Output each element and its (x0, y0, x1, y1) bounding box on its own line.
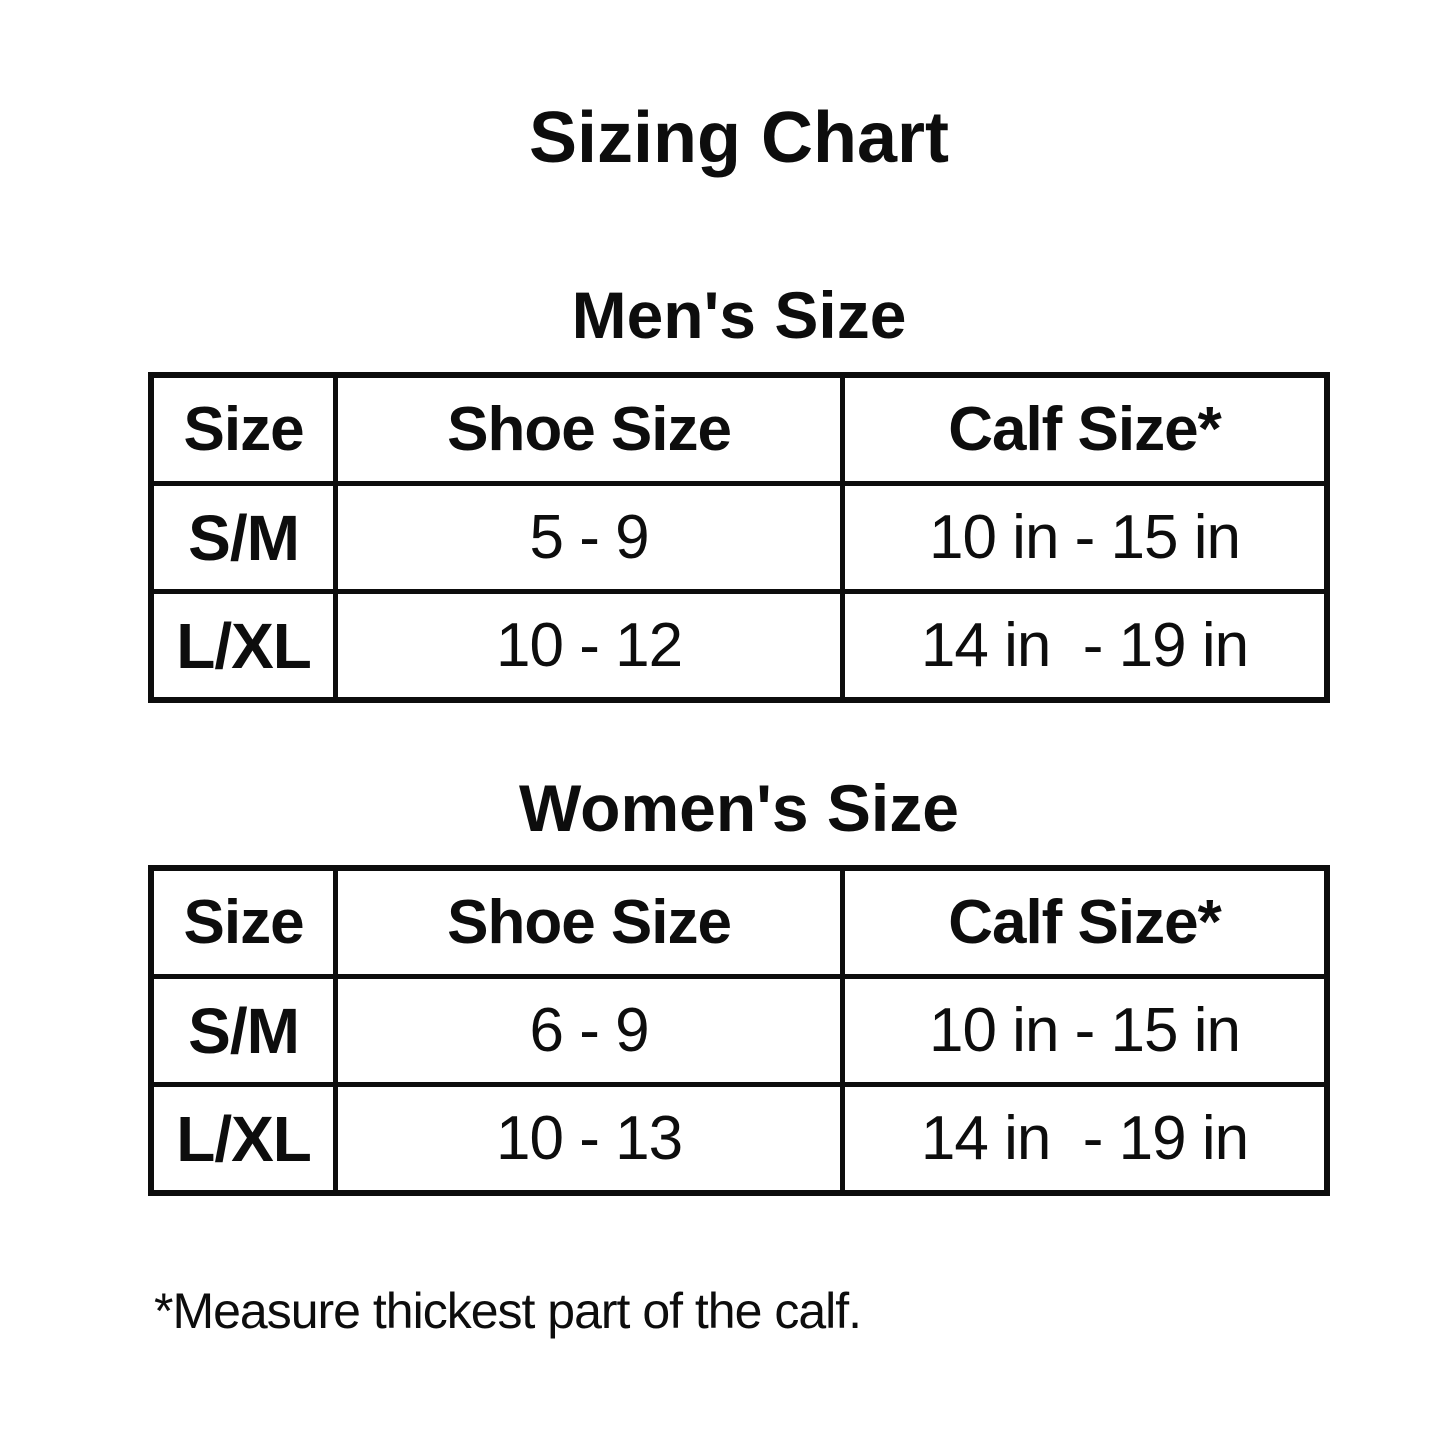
womens-lxl-calf-size-cell: 14 in - 19 in (839, 1082, 1330, 1196)
mens-row-lxl: L/XL 10 - 12 14 in - 19 in (148, 589, 1330, 703)
womens-header-row: Size Shoe Size Calf Size* (148, 865, 1330, 979)
mens-column-header-calf-size: Calf Size* (839, 372, 1330, 486)
womens-sm-calf-size-cell: 10 in - 15 in (839, 974, 1330, 1087)
womens-row-lxl: L/XL 10 - 13 14 in - 19 in (148, 1082, 1330, 1196)
calf-measurement-footnote: *Measure thickest part of the calf. (154, 1283, 862, 1339)
mens-sm-calf-size-cell: 10 in - 15 in (839, 481, 1330, 594)
womens-sm-shoe-size-cell: 6 - 9 (333, 974, 845, 1087)
womens-size-table: Size Shoe Size Calf Size* S/M 6 - 9 10 i… (148, 865, 1330, 1196)
mens-size-table: Size Shoe Size Calf Size* S/M 5 - 9 10 i… (148, 372, 1330, 703)
mens-lxl-shoe-size-cell: 10 - 12 (333, 589, 845, 703)
mens-column-header-size: Size (148, 372, 339, 486)
content-column: Sizing Chart Men's Size Size Shoe Size C… (148, 0, 1330, 1340)
womens-column-header-shoe-size: Shoe Size (333, 865, 845, 979)
mens-lxl-calf-size-cell: 14 in - 19 in (839, 589, 1330, 703)
mens-sm-size-cell: S/M (148, 481, 339, 594)
womens-column-header-calf-size: Calf Size* (839, 865, 1330, 979)
mens-size-heading: Men's Size (571, 278, 907, 352)
womens-sm-size-cell: S/M (148, 974, 339, 1087)
womens-lxl-shoe-size-cell: 10 - 13 (333, 1082, 845, 1196)
womens-lxl-size-cell: L/XL (148, 1082, 339, 1196)
mens-header-row: Size Shoe Size Calf Size* (148, 372, 1330, 486)
womens-size-heading: Women's Size (519, 771, 959, 845)
womens-column-header-size: Size (148, 865, 339, 979)
mens-column-header-shoe-size: Shoe Size (333, 372, 845, 486)
page-title: Sizing Chart (528, 98, 949, 178)
mens-sm-shoe-size-cell: 5 - 9 (333, 481, 845, 594)
mens-row-sm: S/M 5 - 9 10 in - 15 in (148, 481, 1330, 594)
womens-row-sm: S/M 6 - 9 10 in - 15 in (148, 974, 1330, 1087)
mens-lxl-size-cell: L/XL (148, 589, 339, 703)
